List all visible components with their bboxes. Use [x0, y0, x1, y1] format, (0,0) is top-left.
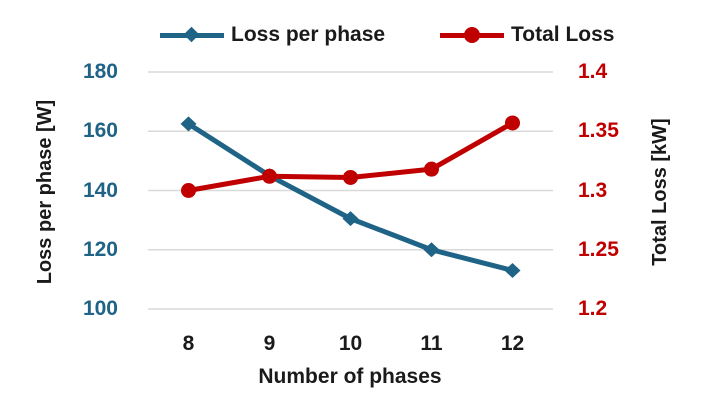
legend-label-total-loss: Total Loss — [511, 23, 615, 46]
x-axis-title: Number of phases — [258, 365, 442, 388]
legend-item-total-loss: Total Loss — [440, 21, 614, 49]
legend-line-sample-red — [440, 21, 504, 49]
left-ytick-100: 100 — [82, 297, 118, 320]
left-ytick-160: 160 — [82, 119, 118, 143]
legend-line-sample-blue — [160, 21, 224, 49]
legend-item-loss-per-phase: Loss per phase — [160, 21, 385, 49]
left-ytick-120: 120 — [82, 237, 118, 261]
right-ytick-1.35: 1.35 — [578, 119, 619, 143]
circle-marker-icon — [464, 27, 480, 43]
left-ytick-180: 180 — [82, 60, 118, 83]
xtick-10: 10 — [338, 332, 363, 355]
xtick-11: 11 — [420, 332, 443, 355]
legend-label-loss-per-phase: Loss per phase — [231, 23, 386, 46]
right-ytick-1.3: 1.3 — [578, 178, 608, 202]
left-axis-title: Loss per phase [W] — [34, 99, 56, 285]
right-ytick-1.4: 1.4 — [578, 60, 608, 83]
right-ytick-1.25: 1.25 — [578, 237, 619, 261]
xtick-12: 12 — [500, 332, 525, 355]
diamond-marker-icon — [183, 26, 200, 43]
xtick-9: 9 — [263, 332, 276, 355]
right-axis-title: Total Loss [kW] — [649, 118, 671, 266]
left-ytick-140: 140 — [82, 178, 118, 202]
right-ytick-1.2: 1.2 — [578, 297, 608, 320]
xtick-8: 8 — [182, 332, 195, 355]
